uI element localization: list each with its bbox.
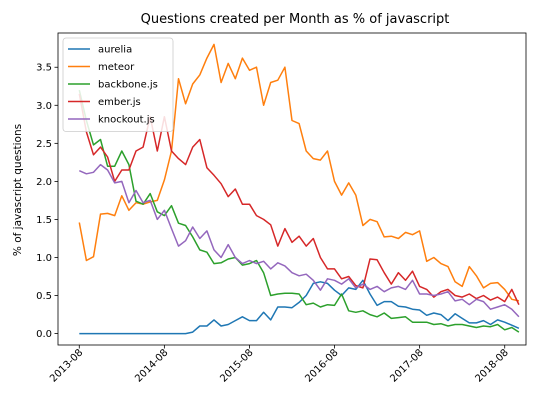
y-tick-label: 2.5 (36, 139, 52, 150)
series-line-0 (79, 279, 520, 335)
series-line-2 (78, 89, 520, 333)
y-tick-label: 1.5 (36, 215, 52, 226)
x-axis: 2013-08 2014-08 2015-08 2016-08 2017-08 2018-… (48, 345, 511, 385)
x-tick-label: 2013-08 (48, 347, 85, 384)
y-tick-label: 3.0 (36, 101, 52, 112)
y-axis-label: % of javascript questions (12, 124, 24, 256)
series-line-4 (78, 163, 520, 318)
x-tick-label: 2014-08 (133, 347, 170, 384)
chart-title: Questions created per Month as % of java… (141, 12, 450, 27)
x-tick-label: 2015-08 (218, 347, 255, 384)
legend-box (62, 37, 174, 132)
x-tick-label: 2017-08 (388, 347, 425, 384)
y-tick-label: 0.5 (36, 291, 52, 302)
x-tick-label: 2016-08 (303, 347, 340, 384)
y-tick-label: 3.5 (36, 63, 52, 74)
y-tick-label: 0.0 (36, 329, 52, 340)
legend: aurelia meteor backbone.js ember.js knockout… (62, 37, 174, 132)
y-tick-label: 2.0 (36, 177, 52, 188)
plot-frame (57, 32, 527, 346)
y-axis: 0.0 0.5 1.0 1.5 2.0 2.5 3.0 3.5 (36, 63, 58, 340)
x-tick-label: 2018-08 (473, 347, 510, 384)
y-tick-label: 1.0 (36, 253, 52, 264)
legend-label-0: aurelia (98, 45, 132, 56)
legend-label-3: ember.js (98, 97, 141, 108)
legend-label-1: meteor (98, 62, 135, 73)
legend-label-2: backbone.js (98, 80, 158, 91)
legend-label-4: knockout.js (98, 115, 155, 126)
